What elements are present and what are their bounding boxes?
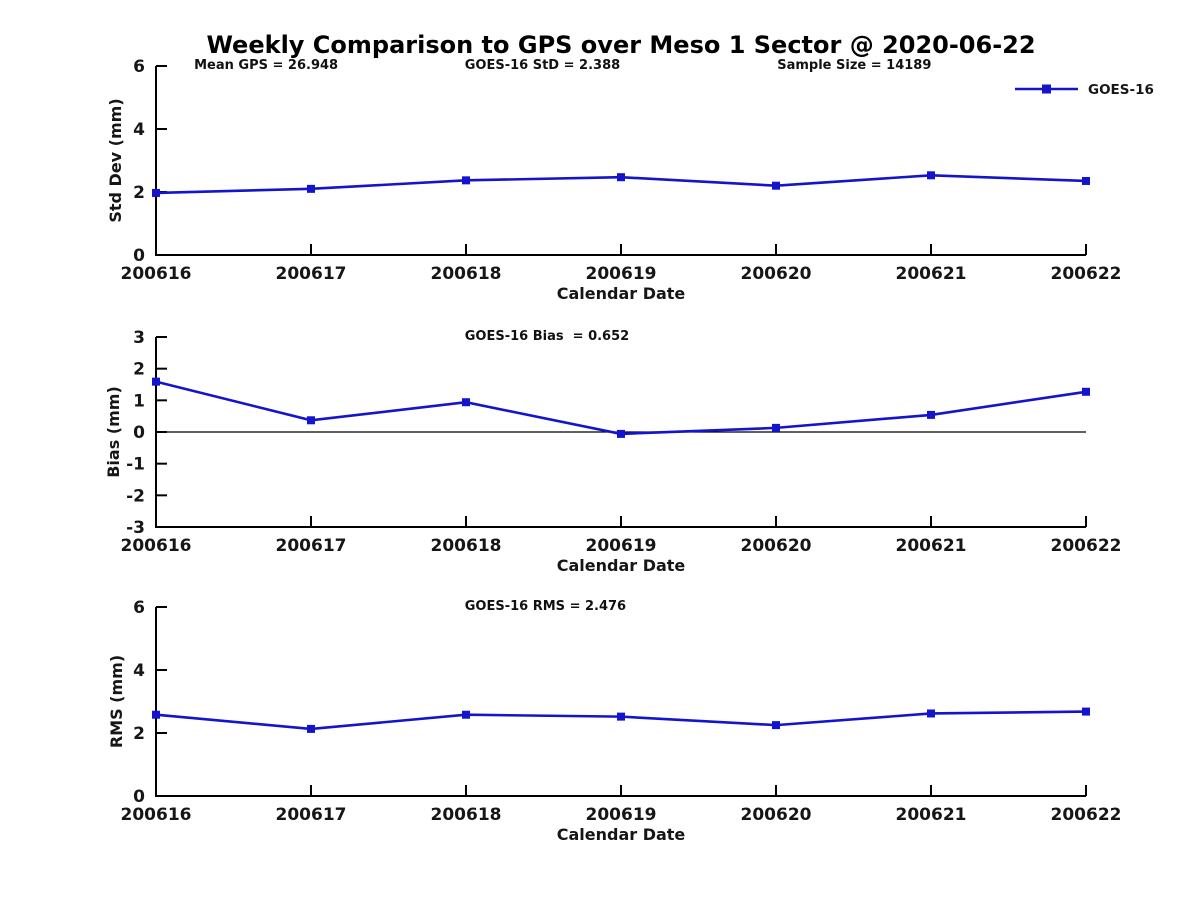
y-axis-label: RMS (mm): [107, 655, 126, 748]
x-tick-label: 200617: [276, 536, 347, 556]
data-point: [307, 184, 315, 193]
x-tick-label: 200620: [741, 264, 812, 284]
legend-marker: [1042, 84, 1051, 94]
data-point: [617, 173, 625, 182]
y-tick-label: 6: [133, 598, 145, 618]
data-point: [927, 709, 935, 718]
y-tick-label: 0: [133, 246, 145, 266]
data-point: [617, 712, 625, 721]
x-axis-label: Calendar Date: [557, 284, 686, 303]
data-point: [1082, 707, 1090, 716]
x-tick-label: 200618: [431, 264, 502, 284]
x-tick-label: 200622: [1051, 536, 1122, 556]
x-axis-label: Calendar Date: [557, 556, 686, 575]
data-point: [772, 181, 780, 190]
x-tick-label: 200622: [1051, 805, 1122, 825]
x-tick-label: 200619: [586, 536, 657, 556]
y-tick-label: 0: [133, 787, 145, 807]
x-tick-label: 200617: [276, 805, 347, 825]
x-tick-label: 200620: [741, 805, 812, 825]
y-tick-label: -2: [126, 486, 145, 506]
y-tick-label: 2: [133, 360, 145, 380]
rms-chart: 0 2 4 6 200616 200617 200618 200619 200620 200621…: [107, 598, 1121, 844]
data-point: [307, 416, 315, 425]
stat-annotation: GOES-16 StD = 2.388: [465, 58, 620, 73]
x-tick-label: 200616: [121, 264, 192, 284]
std-dev-chart: 0 2 4 6 200616 200617 200618 200619 200620 200621…: [106, 57, 1154, 303]
x-tick-label: 200619: [586, 805, 657, 825]
stat-annotation: Sample Size = 14189: [777, 58, 931, 73]
bias-chart: -3 -2 -1 0 1 2 3 200616 200617 200618 200619 200620…: [104, 328, 1121, 575]
stat-annotation: GOES-16 RMS = 2.476: [465, 599, 626, 614]
x-tick-label: 200618: [431, 805, 502, 825]
data-point: [462, 710, 470, 719]
axis-frame: [155, 66, 1086, 256]
y-tick-label: 6: [133, 57, 145, 77]
legend-label: GOES-16: [1088, 82, 1154, 98]
y-tick-label: -1: [126, 455, 145, 475]
x-tick-label: 200619: [586, 264, 657, 284]
data-point: [152, 377, 160, 386]
x-axis-label: Calendar Date: [557, 825, 686, 844]
y-tick-label: 0: [133, 423, 145, 443]
data-point: [927, 171, 935, 180]
data-point: [772, 721, 780, 730]
y-tick-label: 3: [133, 328, 145, 348]
data-point: [307, 724, 315, 733]
y-tick-label: 2: [133, 724, 145, 744]
x-tick-label: 200621: [896, 805, 967, 825]
y-tick-label: 4: [133, 120, 145, 140]
x-tick-label: 200622: [1051, 264, 1122, 284]
x-tick-label: 200616: [121, 536, 192, 556]
series-line: [155, 380, 1087, 436]
data-point: [1082, 387, 1090, 396]
figure-title: Weekly Comparison to GPS over Meso 1 Sec…: [206, 31, 1036, 59]
y-tick-label: 2: [133, 183, 145, 203]
axis-frame: [155, 607, 1086, 797]
y-axis-label: Bias (mm): [104, 386, 123, 478]
data-point: [617, 429, 625, 438]
data-point: [772, 423, 780, 432]
data-point: [152, 710, 160, 719]
data-point: [462, 398, 470, 407]
data-point: [152, 188, 160, 197]
stat-annotation: GOES-16 Bias = 0.652: [465, 329, 629, 344]
y-tick-label: 4: [133, 661, 145, 681]
data-point: [1082, 176, 1090, 185]
x-tick-label: 200620: [741, 536, 812, 556]
y-axis-label: Std Dev (mm): [106, 98, 125, 222]
y-tick-label: 1: [133, 391, 145, 411]
stat-annotation: Mean GPS = 26.948: [194, 58, 338, 73]
legend: GOES-16: [1015, 82, 1154, 98]
data-point: [927, 410, 935, 419]
x-tick-label: 200621: [896, 536, 967, 556]
x-tick-label: 200616: [121, 805, 192, 825]
x-tick-label: 200621: [896, 264, 967, 284]
y-tick-label: -3: [126, 518, 145, 538]
data-point: [462, 176, 470, 185]
x-tick-label: 200618: [431, 536, 502, 556]
x-tick-label: 200617: [276, 264, 347, 284]
